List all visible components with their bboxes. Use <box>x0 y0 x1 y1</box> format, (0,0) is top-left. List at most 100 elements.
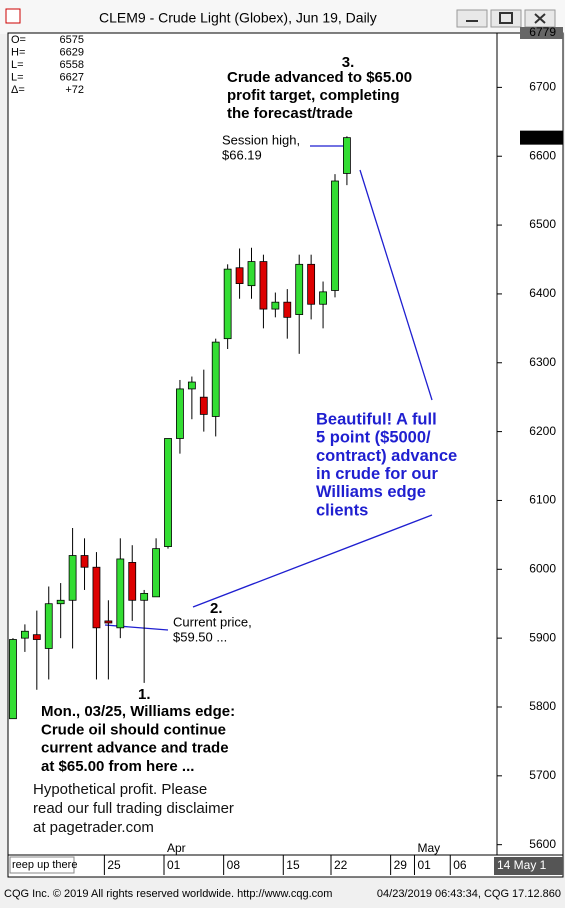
annotation: Crude advanced to $65.00 <box>227 69 412 86</box>
stat-label: O= <box>11 34 26 46</box>
y-tick-label: 6779 <box>529 25 556 39</box>
y-tick-label: 5800 <box>529 699 556 713</box>
annotation: the forecast/trade <box>227 105 353 122</box>
candle-body <box>176 388 184 439</box>
candle-body <box>68 555 77 601</box>
annotation: Williams edge <box>316 483 426 501</box>
candle-body <box>80 555 89 568</box>
annotation: $66.19 <box>222 147 262 162</box>
candle-body <box>187 381 196 390</box>
month-label: May <box>417 841 440 855</box>
annotation: 2. <box>210 600 223 617</box>
candle-body <box>164 438 172 547</box>
y-tick-label: 6000 <box>529 561 556 575</box>
plot-area <box>7 32 498 856</box>
candle-body <box>32 634 41 640</box>
candle-body <box>9 639 17 720</box>
candle-body <box>271 301 280 310</box>
y-tick-label: 6200 <box>529 424 556 438</box>
candle-body <box>247 261 256 287</box>
stat-label: Δ= <box>11 84 25 96</box>
stat-label: L= <box>11 59 24 71</box>
candle-body <box>44 603 53 649</box>
y-tick-box <box>520 27 563 39</box>
y-tick-label: 6300 <box>529 355 556 369</box>
annotation: Beautiful! A full <box>316 410 437 428</box>
annotation: at pagetrader.com <box>33 819 154 836</box>
pointer-line <box>104 624 169 631</box>
last-value-label: 6627 <box>529 130 556 144</box>
app-icon <box>5 8 21 24</box>
candle-body <box>223 268 232 340</box>
last-value-box <box>520 130 563 145</box>
stat-value: 6558 <box>60 59 84 71</box>
candle-body <box>343 137 351 174</box>
annotation: Hypothetical profit. Please <box>33 781 207 798</box>
candle-body <box>104 620 113 624</box>
y-tick-label: 5600 <box>529 837 556 851</box>
x-tick-label: 29 <box>394 858 408 872</box>
stat-value: 6575 <box>60 34 84 46</box>
candle-body <box>152 548 160 598</box>
annotation: contract) advance <box>316 447 457 465</box>
annotation: read our full trading disclaimer <box>33 800 234 817</box>
stat-value: 6627 <box>60 71 84 83</box>
y-tick-label: 6600 <box>529 148 556 162</box>
status-left-box <box>9 856 75 874</box>
y-tick-label: 5700 <box>529 768 556 782</box>
pointer-line <box>359 169 433 401</box>
status-right-box <box>494 857 563 875</box>
stat-value: 6629 <box>60 46 84 58</box>
candle-body <box>283 301 292 318</box>
annotation: 5 point ($5000/ <box>316 429 431 447</box>
candle-body <box>307 263 316 305</box>
annotation: at $65.00 from here ... <box>41 758 194 775</box>
candle-body <box>20 630 29 639</box>
close-icon <box>534 13 546 24</box>
annotation: Session high, <box>222 132 300 147</box>
y-tick-label: 6100 <box>529 493 556 507</box>
x-tick-label: 08 <box>227 858 241 872</box>
x-tick-label: 22 <box>334 858 348 872</box>
annotation: in crude for our <box>316 465 439 483</box>
candle-body <box>295 263 304 315</box>
footer-right: 04/23/2019 06:43:34, CQG 17.12.860 <box>377 888 561 900</box>
window-title: CLEM9 - Crude Light (Globex), Jun 19, Da… <box>99 10 377 26</box>
footer-left: CQG Inc. © 2019 All rights reserved worl… <box>4 888 332 900</box>
x-tick-label: 25 <box>107 858 121 872</box>
maximize-icon <box>499 12 513 24</box>
candle-body <box>56 599 65 605</box>
status-left: reep up there <box>12 859 77 871</box>
annotation: 3. <box>342 54 355 71</box>
x-tick-label: 15 <box>286 858 300 872</box>
candle-body <box>319 291 327 305</box>
candle-body <box>235 267 244 284</box>
y-tick-label: 6400 <box>529 286 556 300</box>
candle-body <box>92 566 101 629</box>
x-tick-label: 01 <box>417 858 431 872</box>
stat-label: H= <box>11 46 25 58</box>
stat-label: L= <box>11 71 24 83</box>
candle-body <box>211 341 220 417</box>
y-tick-label: 6500 <box>529 217 556 231</box>
stat-value: +72 <box>65 84 84 96</box>
candle-body <box>128 562 137 601</box>
annotation: Current price, <box>173 614 252 629</box>
month-label: Apr <box>167 841 186 855</box>
candle-body <box>199 396 208 415</box>
pointer-line <box>192 514 433 608</box>
annotation: current advance and trade <box>41 740 229 757</box>
candle-body <box>116 558 125 629</box>
y-tick-label: 5900 <box>529 630 556 644</box>
candle-body <box>140 592 149 601</box>
annotation: $59.50 ... <box>173 629 227 644</box>
candle-body <box>331 180 339 291</box>
y-tick-label: 6700 <box>529 80 556 94</box>
minimize-button[interactable] <box>456 9 488 28</box>
maximize-button[interactable] <box>490 9 522 28</box>
x-tick-label: 06 <box>453 858 467 872</box>
status-right: 14 May 1 <box>497 858 547 872</box>
annotation: Mon., 03/25, Williams edge: <box>41 703 235 720</box>
